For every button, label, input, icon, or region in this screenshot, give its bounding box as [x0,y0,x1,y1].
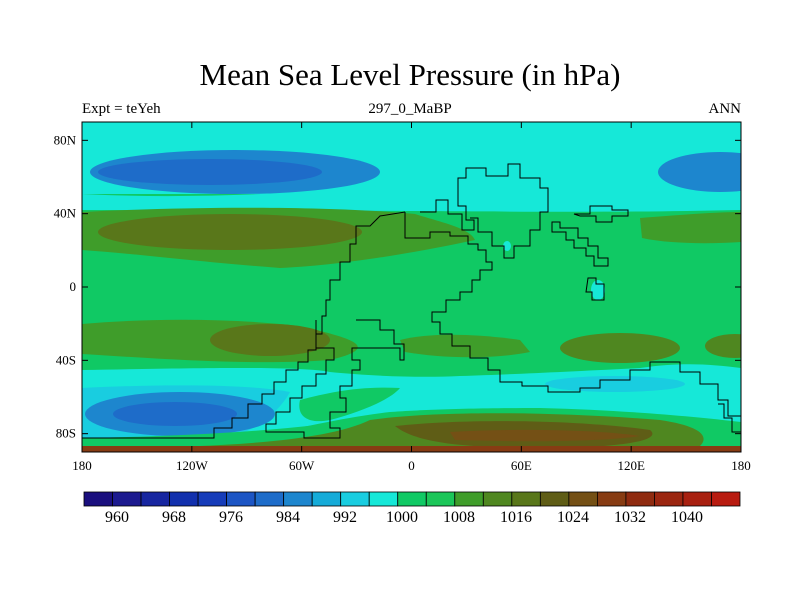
colorbar-swatch [539,491,570,507]
contour-field [82,122,741,452]
lat-label-0: 0 [70,279,77,294]
colorbar-label: 1032 [614,509,646,526]
colorbar-swatch [197,491,228,507]
antarctic-high-peak [450,429,640,442]
axis-ticks [81,122,742,452]
colorbar-swatch [340,491,370,507]
lon-label-120W: 120W [176,458,209,473]
season-label: ANN [708,101,742,117]
colorbar-label: 1008 [443,509,475,526]
plot-title: Mean Sea Level Pressure (in hPa) [199,57,621,92]
lon-label-0: 0 [408,458,415,473]
colorbar-label: 1016 [500,509,532,526]
low-south-indian-strip [545,376,685,392]
colorbar-swatch [397,491,427,507]
colorbar-label: 1040 [671,509,703,526]
colorbar-swatch [596,491,627,507]
low-north-pacific-core [98,159,322,185]
colorbar-label: 992 [333,509,357,526]
colorbar-swatch [568,491,598,507]
lat-label-40N: 40N [54,206,77,221]
colorbar-swatch [368,491,399,507]
colorbar-swatch [283,491,313,507]
lon-label-60E: 60E [511,458,532,473]
lon-label-180-east: 180 [731,458,751,473]
spot-1000-b [591,280,605,300]
colorbar-swatch [625,491,655,507]
high-subtropical-south-east [705,334,741,358]
tongue-1008-south [299,387,400,422]
high-subtropical-north-west-core [98,214,362,250]
colorbar-swatch [112,491,142,507]
colorbar-swatch [83,491,113,507]
band-1000-north-edge [82,177,741,212]
colorbar-swatch [654,491,684,507]
experiment-label: Expt = teYeh [82,101,161,117]
colorbar-label: 1000 [386,509,418,526]
colorbar-swatch [682,491,712,507]
colorbar-swatch [140,491,170,507]
colorbar-swatch [311,491,342,507]
lon-label-60W: 60W [289,458,315,473]
colorbar-swatch [254,491,285,507]
colorbar-label: 968 [162,509,186,526]
lon-label-120E: 120E [617,458,645,473]
high-subtropical-south-indian [560,333,680,363]
colorbar-swatch [425,491,456,507]
low-north-atlantic [658,152,741,192]
colorbar-swatch [511,491,541,507]
colorbar [83,491,741,507]
lon-label-180-west: 180 [72,458,92,473]
axis-tick-labels: 80N 40N 0 40S 80S 180 120W 60W 0 60E 120… [54,132,751,473]
colorbar-label: 960 [105,509,129,526]
time-label: 297_0_MaBP [368,101,452,117]
lat-label-80S: 80S [56,426,76,441]
colorbar-swatch [226,491,256,507]
high-subtropical-north-east [640,212,741,244]
coastlines [82,163,741,439]
lat-label-80N: 80N [54,132,77,147]
colorbar-swatch [454,491,484,507]
spot-1000-a [503,241,511,251]
colorbar-swatch [169,491,199,507]
colorbar-label: 984 [276,509,300,526]
colorbar-label: 1024 [557,509,589,526]
low-south-pacific-core [113,402,237,426]
lat-label-40S: 40S [56,352,76,367]
colorbar-swatch [482,491,513,507]
high-subtropical-south-west-core [210,324,330,356]
colorbar-label: 976 [219,509,243,526]
colorbar-swatch [711,491,741,507]
